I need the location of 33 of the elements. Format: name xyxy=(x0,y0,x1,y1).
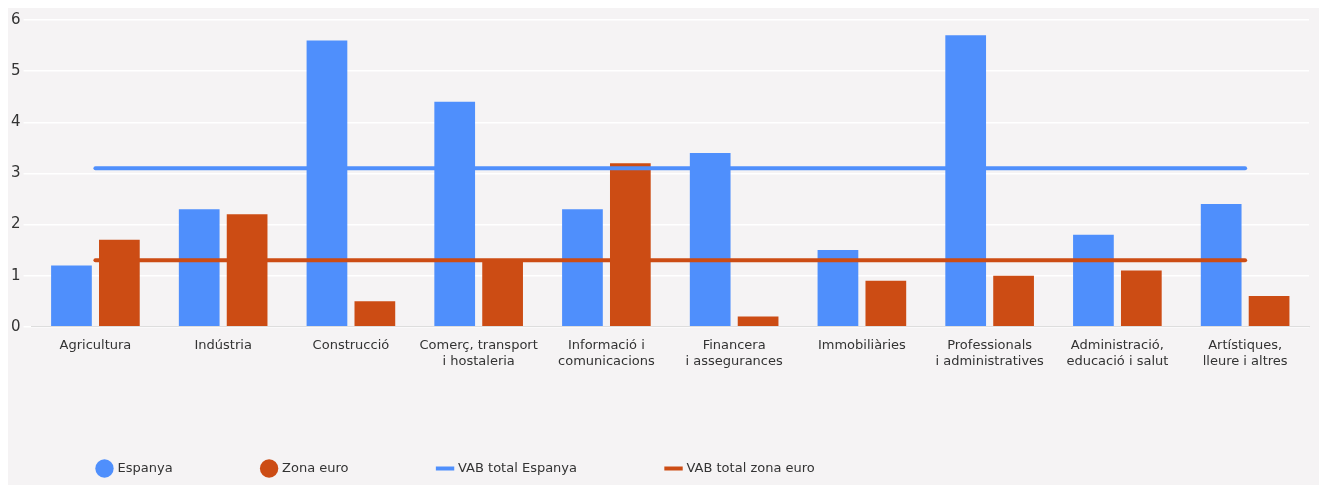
bar xyxy=(865,280,907,327)
y-tick-label: 0 xyxy=(11,316,21,335)
x-tick-label: Immobiliàries xyxy=(817,336,907,352)
bar xyxy=(993,275,1034,327)
bar xyxy=(1120,270,1162,327)
y-tick-label: 2 xyxy=(11,214,21,233)
x-tick-label: Artístiques, lleure i altres xyxy=(1202,336,1288,368)
legend-label: VAB total zona euro xyxy=(686,459,815,475)
x-tick-label: Professionals i administratives xyxy=(935,336,1045,368)
y-tick-label: 3 xyxy=(11,163,21,182)
bar xyxy=(562,209,603,327)
x-tick-label: Comerç, transport i hostaleria xyxy=(419,336,538,368)
legend-label: VAB total Espanya xyxy=(458,459,578,475)
bar xyxy=(817,250,859,327)
x-tick-label: Indústria xyxy=(194,336,252,352)
bar xyxy=(51,265,92,327)
legend-label: Espanya xyxy=(117,459,173,475)
y-tick-label: 5 xyxy=(11,61,21,80)
x-tick-label: Informació i comunicacions xyxy=(558,336,655,368)
bar xyxy=(1200,204,1242,327)
x-tick-label: Administració, educació i salut xyxy=(1066,336,1169,368)
y-tick-label: 4 xyxy=(11,112,21,131)
x-tick-label: Financera i assegurances xyxy=(685,336,783,368)
y-tick-label: 1 xyxy=(11,265,21,284)
legend-label: Zona euro xyxy=(282,459,349,475)
y-tick-label: 6 xyxy=(11,9,21,28)
bar xyxy=(1073,234,1114,327)
bar xyxy=(737,316,779,327)
x-tick-label: Agricultura xyxy=(59,336,132,352)
x-tick-label: Construcció xyxy=(312,336,390,352)
bar xyxy=(178,209,220,327)
bar xyxy=(354,301,396,327)
bar xyxy=(1248,296,1290,327)
